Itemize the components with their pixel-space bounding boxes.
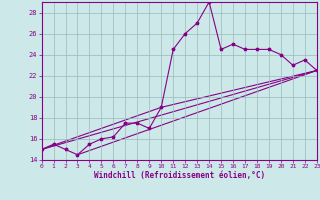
X-axis label: Windchill (Refroidissement éolien,°C): Windchill (Refroidissement éolien,°C)	[94, 171, 265, 180]
